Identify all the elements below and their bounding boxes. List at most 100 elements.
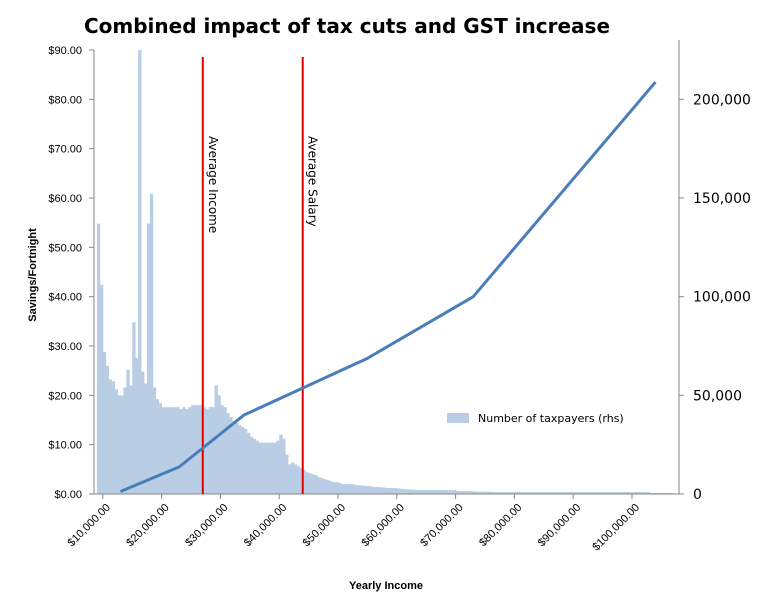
y-tick-label: $50.00	[48, 242, 82, 254]
histogram-bar	[455, 490, 459, 494]
histogram-bar	[146, 223, 151, 495]
x-tick-label: $30,000.00	[183, 502, 230, 549]
y-tick-label: $10.00	[48, 440, 82, 452]
histogram-bar	[155, 399, 160, 494]
histogram-bar	[446, 490, 451, 494]
histogram-bar	[276, 440, 280, 494]
histogram-bar	[599, 492, 603, 494]
x-tick-label: $100,000.00	[590, 502, 642, 554]
histogram-bar	[135, 357, 139, 494]
histogram-bar	[370, 486, 374, 494]
histogram-bar	[546, 492, 551, 494]
histogram-bar	[620, 492, 624, 494]
histogram-bar	[496, 492, 501, 494]
y-tick-label: $30.00	[48, 341, 82, 353]
y2-tick-label: 0	[693, 487, 702, 503]
annotation-label: Average Income	[206, 136, 220, 233]
histogram-bar	[549, 492, 553, 494]
histogram-bar	[452, 490, 456, 494]
histogram-bar	[584, 492, 589, 494]
histogram-bar	[352, 484, 357, 494]
histogram-bar	[361, 485, 365, 494]
histogram-bar	[249, 436, 254, 494]
histogram-bar	[643, 492, 648, 494]
histogram-bar	[517, 492, 521, 494]
histogram-bar	[646, 492, 651, 494]
histogram-bar	[429, 490, 433, 494]
y-tick-label: $40.00	[48, 292, 82, 304]
legend: Number of taxpayers (rhs)	[447, 412, 624, 425]
y-tick-label: $70.00	[48, 144, 82, 156]
histogram-bar	[423, 490, 427, 494]
histogram-bar	[141, 371, 145, 494]
histogram-bar	[220, 405, 224, 494]
histogram-bar	[499, 492, 504, 494]
histogram-bar	[240, 426, 245, 494]
histogram-bar	[414, 489, 418, 494]
histogram-bar	[232, 420, 236, 494]
legend-label: Number of taxpayers (rhs)	[478, 412, 624, 425]
chart-title: Combined impact of tax cuts and GST incr…	[84, 14, 610, 38]
histogram-bar	[217, 395, 221, 494]
histogram-bar	[323, 479, 327, 494]
histogram-bar	[161, 407, 165, 494]
histogram-bar	[308, 473, 312, 494]
histogram-bar	[437, 490, 442, 494]
histogram-bar	[167, 407, 171, 494]
histogram-bar	[332, 482, 336, 494]
histogram-bar	[176, 407, 180, 494]
histogram-bar	[114, 389, 118, 494]
annotations: Average Income Average Salary	[201, 57, 320, 494]
x-tick-label: $20,000.00	[124, 502, 171, 549]
histogram-bar	[440, 490, 445, 494]
histogram-bar	[482, 491, 486, 494]
y-tick-label: $80.00	[48, 94, 82, 106]
histogram-bar	[593, 492, 598, 494]
histogram-bar	[523, 492, 527, 494]
histogram-bar	[314, 475, 318, 494]
histogram-bar	[364, 486, 368, 494]
histogram-bar	[484, 491, 489, 494]
y-tick-label: $90.00	[48, 45, 82, 57]
x-axis-title: Yearly Income	[349, 580, 423, 592]
histogram-bar	[320, 478, 324, 494]
histogram-bar	[367, 486, 371, 494]
histogram-bar	[288, 464, 292, 494]
histogram-bar	[408, 489, 412, 494]
y2-tick-label: 150,000	[693, 191, 751, 207]
histogram-bar	[385, 488, 389, 494]
histogram-bar	[540, 492, 545, 494]
histogram-bar	[311, 474, 315, 494]
histogram-bar	[490, 491, 495, 494]
histogram-bar	[267, 442, 271, 494]
histogram-bar	[340, 484, 345, 494]
histogram-bar	[399, 488, 404, 494]
histogram-bar	[426, 490, 430, 494]
histogram-bar	[273, 442, 277, 494]
histogram-bar	[235, 422, 239, 494]
x-tick-label: $40,000.00	[242, 502, 289, 549]
y2-tick-label: 200,000	[693, 92, 751, 108]
histogram-bar	[285, 454, 289, 494]
histogram-bar	[449, 490, 454, 494]
histogram-bar	[629, 492, 633, 494]
histogram-bar	[302, 470, 307, 494]
histogram-bar	[631, 492, 636, 494]
histogram-bar	[605, 492, 609, 494]
histogram-bar	[561, 492, 565, 494]
histogram-bar	[467, 491, 471, 494]
histogram-bar	[473, 491, 477, 494]
histogram-bar	[326, 480, 330, 494]
histogram-bar	[387, 488, 392, 494]
histogram-bar	[317, 477, 321, 494]
histogram-bar	[193, 405, 198, 494]
histogram-bar	[511, 492, 515, 494]
histogram-bar	[487, 491, 492, 494]
histogram-bar	[640, 492, 645, 494]
histogram-bar	[226, 413, 230, 494]
histogram-bar	[102, 351, 107, 494]
histogram-bar	[293, 464, 298, 494]
histogram-bar	[191, 405, 195, 494]
x-tick-label: $10,000.00	[66, 502, 113, 549]
histogram-bar	[290, 462, 295, 494]
